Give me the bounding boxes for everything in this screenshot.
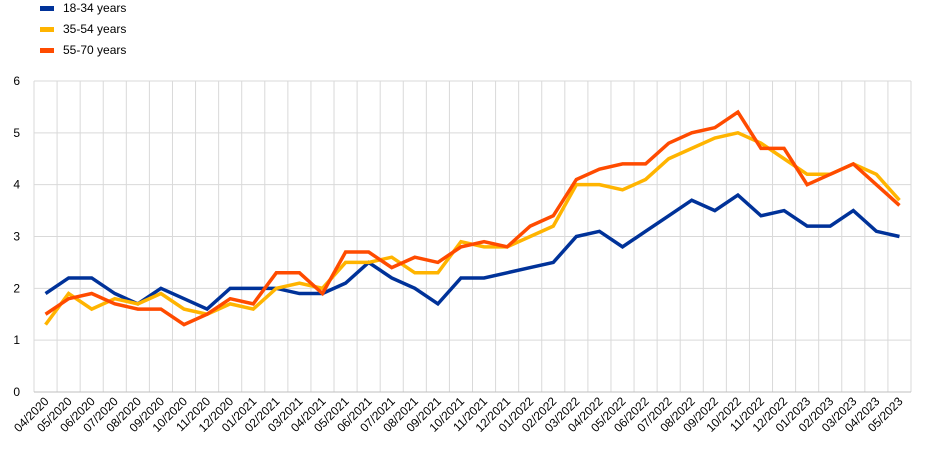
grid-lines xyxy=(33,80,912,393)
series-line-18-34-years xyxy=(44,192,900,312)
x-axis-tick-labels: 04/202005/202006/202007/202008/202009/20… xyxy=(11,394,906,435)
legend: 18-34 years 35-54 years 55-70 years xyxy=(40,1,126,57)
legend-label: 35-54 years xyxy=(63,22,126,36)
y-tick-label: 2 xyxy=(13,281,20,295)
y-tick-label: 4 xyxy=(13,178,20,192)
y-tick-label: 0 xyxy=(13,385,20,399)
y-tick-label: 5 xyxy=(13,126,20,140)
y-tick-label: 6 xyxy=(13,74,20,88)
legend-swatch xyxy=(40,27,54,32)
series-line-55-70-years xyxy=(44,109,901,327)
legend-swatch xyxy=(40,6,54,11)
legend-label: 18-34 years xyxy=(63,1,126,15)
y-tick-label: 3 xyxy=(13,230,20,244)
legend-label: 55-70 years xyxy=(63,43,126,57)
y-axis-tick-labels: 0 1 2 3 4 5 6 xyxy=(13,74,20,399)
series-lines xyxy=(44,109,901,327)
y-tick-label: 1 xyxy=(13,333,20,347)
legend-swatch xyxy=(40,48,54,53)
